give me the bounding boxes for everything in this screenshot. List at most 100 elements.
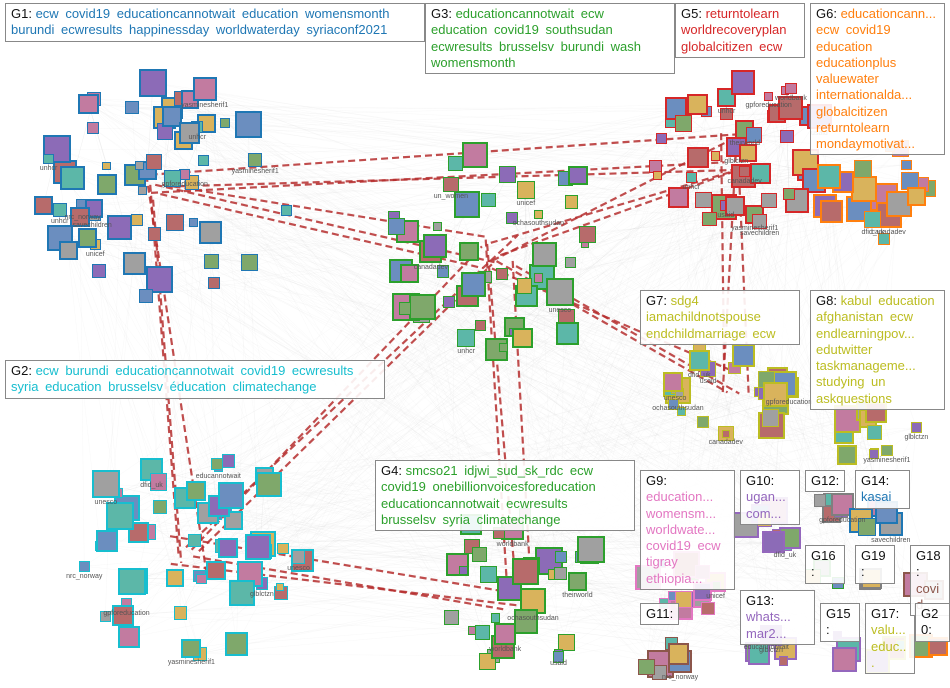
group-keyword: un [871,374,885,389]
group-keyword: educationcannotwait [117,6,236,21]
group-keyword: mondaymotivat... [816,136,915,151]
node-username-label: gpforeducation [819,517,865,524]
network-node [783,188,794,199]
group-keyword: education [878,293,934,308]
group-label-g8: G8: kabul education afghanistan ecw endl… [810,290,945,410]
group-keyword: ethiopia... [646,571,702,586]
group-keyword: taskmanageme... [816,358,916,373]
group-id: G14: [861,473,889,488]
node-username-label: canadadev [709,439,743,446]
network-node [196,574,207,585]
node-username-label: unicef [516,200,535,207]
group-id: G4: [381,463,406,478]
group-id: G3: [431,6,456,21]
network-node [491,613,501,623]
group-keyword: worldrecoveryplan [681,22,787,37]
node-username-label: theirworld [730,140,760,147]
group-keyword: syriaconf2021 [306,22,387,37]
group-keyword: endchildmarriage [646,326,746,341]
network-node [218,538,238,558]
network-node [779,656,789,666]
group-keyword: com... [746,506,781,521]
group-keyword: womensmonth [305,6,390,21]
group-keyword: whats... [746,609,791,624]
network-node [87,122,99,134]
group-keyword: returntolearn [816,120,890,135]
group-keyword: covid19 [240,363,285,378]
group-id: G8: [816,293,841,308]
network-node [851,176,877,202]
group-keyword: brusselsv [108,379,163,394]
network-node [517,181,535,199]
network-node [579,226,595,242]
network-node [638,659,655,676]
network-node [148,227,162,241]
group-keyword: ecwresults [292,363,353,378]
network-node [480,566,497,583]
network-node [174,606,187,619]
group-keyword: burundi [561,39,604,54]
network-node [34,196,53,215]
group-label-g19: G19: [855,545,895,584]
network-node [139,69,167,97]
network-node [59,241,78,260]
node-username-label: unesco [549,307,572,314]
group-keyword: ugan... [746,489,786,504]
node-username-label: usaid [550,660,567,667]
node-username-label: unesco [95,499,118,506]
node-username-label: glblctzn [724,158,748,165]
network-node [534,273,543,282]
group-keyword: éducation [170,379,226,394]
node-username-label: unicef [86,251,105,258]
group-label-g4: G4: smcso21 idjwi_sud_sk_rdc ecw covid19… [375,460,635,531]
network-node [166,214,183,231]
group-keyword: brusselsv [381,512,436,527]
network-node [433,222,442,231]
group-label-g11: G11: [640,603,679,625]
node-username-label: savechildren [871,537,910,544]
group-label-g17: G17: valu... educ... [865,603,915,674]
network-node [832,647,857,672]
network-node [711,151,720,160]
node-username-label: worldbank [497,541,529,548]
group-id: G5: [681,6,706,21]
group-keyword: tigray [646,554,678,569]
network-node [222,454,236,468]
network-node [245,534,271,560]
group-keyword: ecwresults [61,22,122,37]
network-node [248,153,262,167]
network-node [702,212,717,227]
group-keyword: valuewater [816,71,879,86]
group-keyword: ecwresults [431,39,492,54]
group-label-g20: G20: [915,603,950,642]
group-id: G15: [826,606,851,637]
network-node [732,344,755,367]
network-node [166,569,184,587]
network-node [123,252,146,275]
network-node [443,296,455,308]
network-node [687,94,708,115]
node-username-label: unhcr [683,184,701,191]
network-node [472,547,487,562]
network-node [43,154,53,164]
network-node [281,205,293,217]
group-keyword: ecw [752,326,775,341]
node-username-label: canadadev [727,178,761,185]
node-username-label: theirworld [562,592,592,599]
node-username-label: yasminesherif1 [232,168,279,175]
node-username-label: glblctzn [759,647,783,654]
network-node [118,568,145,595]
group-keyword: kasai [861,489,891,504]
group-id: G2: [11,363,36,378]
network-node [97,174,118,195]
group-keyword: edutwitter [816,342,872,357]
group-keyword: iamachildnotspouse [646,309,761,324]
group-id: G20: [921,606,938,637]
group-keyword: askquestions [816,391,892,406]
network-node [731,70,756,95]
node-username-label: dfid_uk [688,372,711,379]
node-username-label: gpforeducation [745,102,791,109]
network-node [220,118,230,128]
node-username-label: nrc_norway [65,214,101,221]
node-username-label: yasminesherif1 [168,659,215,666]
